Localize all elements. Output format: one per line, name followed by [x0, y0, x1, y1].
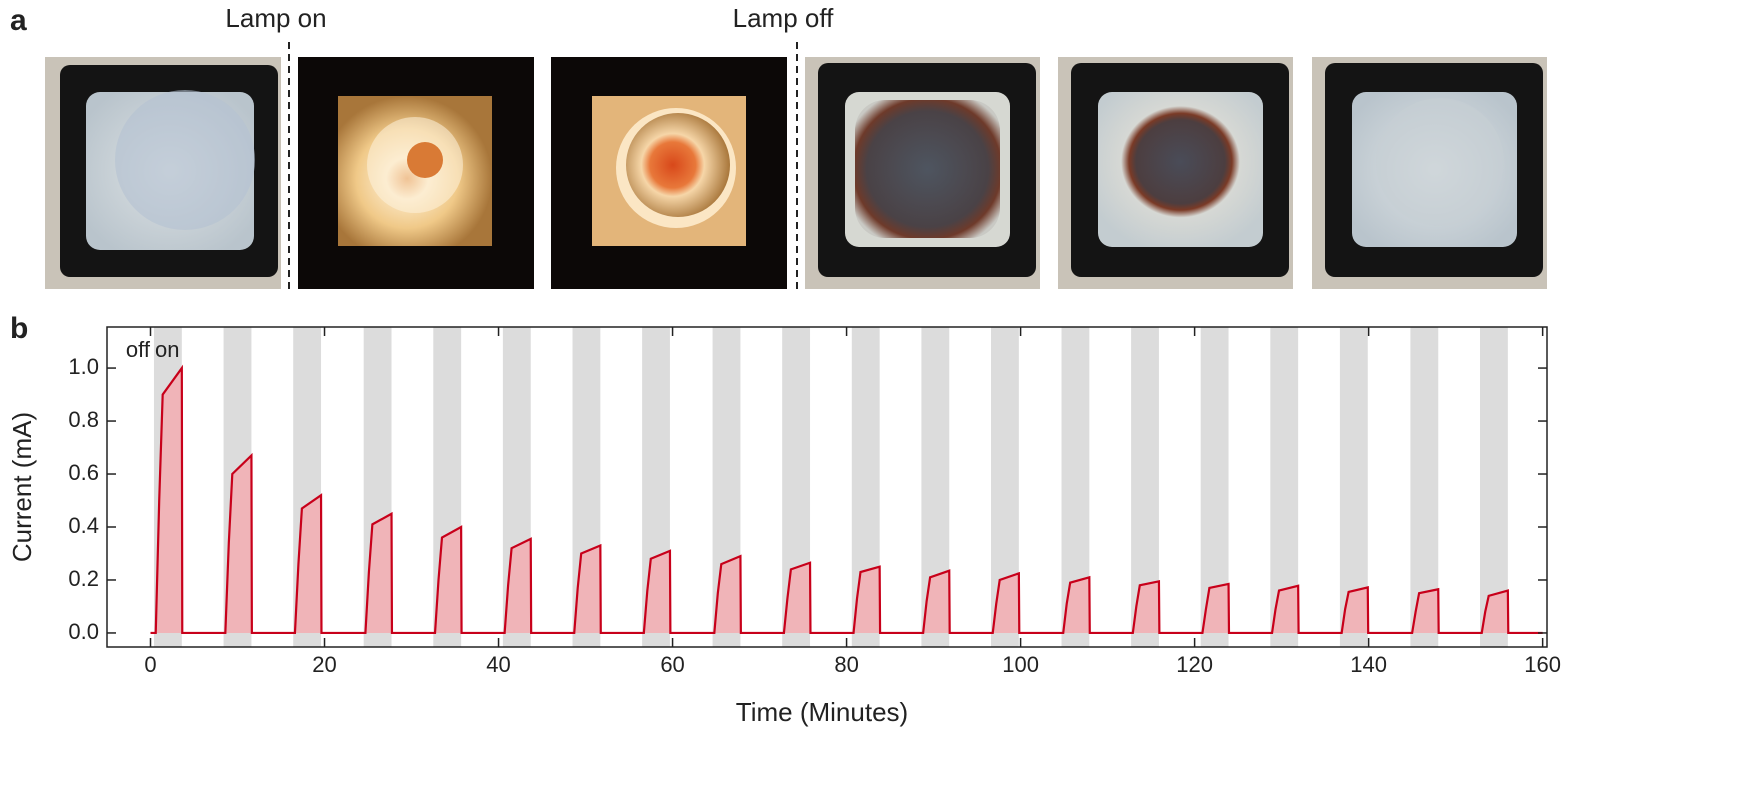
region-label: off	[126, 337, 151, 362]
y-tick-label: 1.0	[68, 354, 99, 379]
panel-label: a	[10, 4, 27, 37]
plot-frame	[106, 326, 1548, 648]
current-line	[150, 364, 1543, 635]
x-tick-label: 140	[1350, 652, 1387, 677]
y-tick-label: 0.8	[68, 407, 99, 432]
x-tick-label: 100	[1002, 652, 1039, 677]
x-tick-label: 80	[834, 652, 858, 677]
current-area	[150, 368, 1543, 633]
x-tick-label: 40	[486, 652, 510, 677]
plot: off on 0 20 40 60 80 100 120 140 160 0.0 0.2 0.4 0.6 0.…	[68, 326, 1561, 677]
photo-label: Lamp on	[225, 3, 326, 33]
photo	[298, 57, 534, 289]
y-tick-label: 0.0	[68, 619, 99, 644]
x-tick-label: 160	[1524, 652, 1561, 677]
x-tick-label: 60	[660, 652, 684, 677]
photo	[45, 57, 281, 289]
x-axis-label: Time (Minutes)	[736, 697, 908, 727]
y-tick-label: 0.4	[68, 513, 99, 538]
panel-label: b	[10, 312, 28, 345]
photo	[1312, 57, 1547, 289]
photo	[1058, 57, 1293, 289]
y-tick-label: 0.6	[68, 460, 99, 485]
y-tick-label: 0.2	[68, 566, 99, 591]
x-tick-label: 20	[312, 652, 336, 677]
region-label: on	[155, 337, 179, 362]
x-tick-label: 0	[144, 652, 156, 677]
photo	[805, 57, 1040, 289]
x-tick-label: 120	[1176, 652, 1213, 677]
y-axis-label: Current (mA)	[7, 412, 37, 562]
photo-label: Lamp off	[733, 3, 834, 33]
photo	[551, 57, 787, 289]
